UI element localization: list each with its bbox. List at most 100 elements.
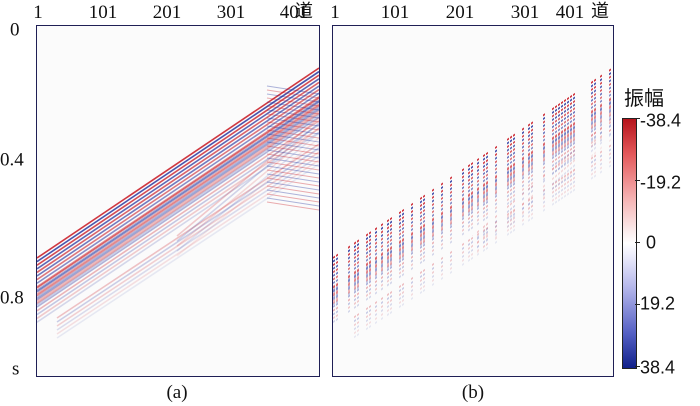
- wavefront-trace: [266, 173, 319, 183]
- wavefront-trace: [472, 127, 613, 247]
- wavefront-trace: [333, 88, 613, 281]
- wavefront-trace: [352, 143, 613, 319]
- colorbar-tick: [635, 118, 640, 119]
- wavefront-trace: [266, 89, 319, 99]
- panel-a-x-tick: 401: [279, 2, 309, 23]
- wavefront-trace: [266, 101, 319, 111]
- wavefront-trace: [266, 117, 319, 127]
- wavefront-trace: [37, 104, 319, 297]
- wavefront-trace: [266, 133, 319, 143]
- wavefront-trace: [472, 132, 613, 252]
- wavefront-trace: [266, 165, 319, 175]
- wavefront-trace: [37, 70, 319, 263]
- wavefront-trace: [472, 117, 613, 237]
- wavefront-trace: [266, 161, 319, 171]
- wavefront-trace: [333, 103, 613, 295]
- colorbar-label: 19.2: [640, 293, 676, 314]
- wavefront-trace: [333, 70, 613, 263]
- colorbar: [622, 118, 637, 369]
- wavefront-trace: [266, 149, 319, 159]
- wavefront-trace: [37, 81, 319, 274]
- panel-b-x-tick: 1: [330, 2, 340, 23]
- wavefront-trace: [266, 185, 319, 195]
- wavefront-trace: [333, 112, 613, 304]
- wavefront-trace: [37, 106, 319, 299]
- wavefront-trace: [333, 67, 613, 259]
- wavefront-trace: [333, 131, 613, 323]
- colorbar-tick: [635, 180, 640, 181]
- wavefront-trace: [37, 85, 319, 277]
- wavefront-trace: [266, 121, 319, 131]
- wavefront-trace: [333, 104, 613, 297]
- wavefront-trace: [176, 117, 319, 237]
- colorbar-tick: [635, 366, 640, 367]
- wavefront-trace: [333, 106, 613, 299]
- wavefront-trace: [37, 116, 319, 308]
- wavefront-trace: [333, 123, 613, 316]
- wavefront-trace: [266, 181, 319, 191]
- wavefront-trace: [333, 114, 613, 306]
- y-tick: 0.8: [0, 287, 24, 309]
- wavefront-trace: [472, 122, 613, 242]
- wavefront-trace: [266, 169, 319, 179]
- wavefront-trace: [37, 131, 319, 323]
- panel-b-x-tick: 401: [555, 2, 585, 23]
- wavefront-trace: [352, 159, 613, 335]
- colorbar-label: 0: [646, 232, 657, 253]
- panel-a-x-tick-unit: 道: [295, 1, 313, 22]
- wavefront-trace: [352, 163, 613, 339]
- wavefront-trace: [56, 163, 319, 339]
- wavefront-trace: [333, 96, 613, 288]
- wavefront-trace: [266, 137, 319, 147]
- panel-b-x-tick: 201: [445, 2, 475, 23]
- wavefront-trace: [472, 137, 613, 257]
- wavefront-trace: [266, 177, 319, 187]
- wavefront-trace: [37, 97, 319, 289]
- wavefront-trace: [56, 147, 319, 323]
- wavefront-trace: [333, 99, 613, 292]
- wavefront-trace: [266, 157, 319, 167]
- wavefront-trace: [333, 85, 613, 277]
- wavefront-trace: [333, 92, 613, 284]
- y-tick-unit: s: [12, 358, 20, 380]
- wavefront-trace: [266, 153, 319, 163]
- y-tick: 0.4: [0, 149, 24, 171]
- wavefront-trace: [266, 97, 319, 107]
- panel-a-seismic-record: [36, 25, 320, 377]
- panel-a-caption: (a): [166, 382, 188, 403]
- panel-a-x-tick: 301: [216, 2, 246, 23]
- wavefront-trace: [266, 201, 319, 211]
- wavefront-trace: [37, 123, 319, 316]
- wavefront-trace: [37, 88, 319, 281]
- wavefront-trace: [176, 122, 319, 242]
- panel-b-x-tick: 101: [380, 2, 410, 23]
- wavefront-trace: [333, 120, 613, 312]
- panel-a-x-tick: 1: [33, 2, 43, 23]
- wavefront-trace: [37, 67, 319, 259]
- wavefront-trace: [266, 145, 319, 155]
- wavefront-trace: [37, 112, 319, 304]
- panel-b-x-tick-unit: 道: [591, 1, 609, 22]
- colorbar-tick: [635, 242, 640, 243]
- wavefront-trace: [56, 155, 319, 331]
- wavefront-trace: [37, 110, 319, 302]
- wavefront-trace: [266, 85, 319, 95]
- wavefront-trace: [37, 99, 319, 292]
- wavefront-trace: [266, 105, 319, 115]
- wavefront-trace: [176, 137, 319, 257]
- wavefront-trace: [266, 93, 319, 103]
- panel-b-caption: (b): [461, 382, 485, 403]
- wavefront-trace: [37, 78, 319, 270]
- wavefront-trace: [37, 101, 319, 293]
- wavefront-trace: [352, 151, 613, 327]
- wavefront-trace: [266, 109, 319, 119]
- wavefront-trace: [333, 116, 613, 308]
- panel-a-x-tick: 101: [88, 2, 118, 23]
- wavefront-trace: [37, 114, 319, 306]
- colorbar-label: -19.2: [640, 172, 682, 193]
- wavefront-trace: [176, 127, 319, 247]
- panel-b-seismic-record: [332, 25, 614, 377]
- colorbar-title: 振幅: [624, 86, 664, 110]
- wavefront-trace: [333, 74, 613, 266]
- wavefront-trace: [266, 197, 319, 207]
